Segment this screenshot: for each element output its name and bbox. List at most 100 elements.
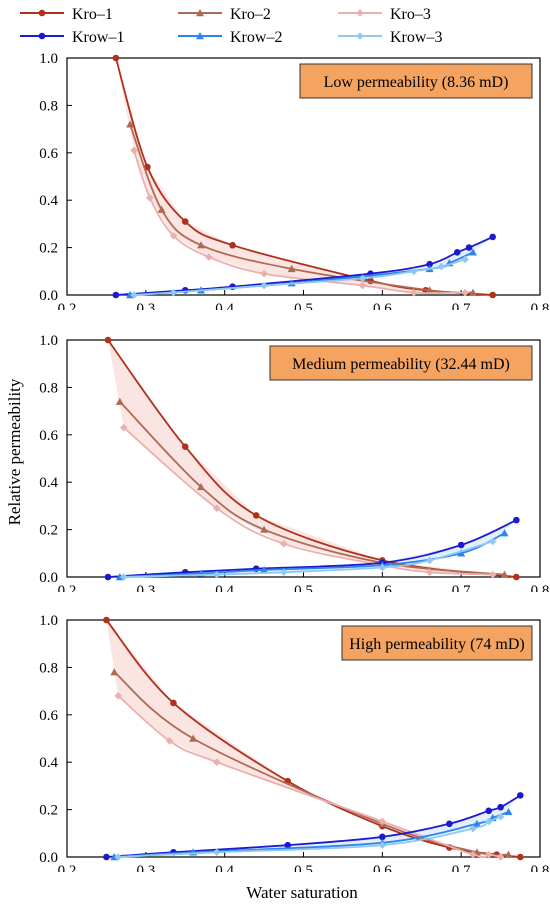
legend-item-kro-2: Kro–2 bbox=[178, 6, 271, 23]
medium-permeability-panel: 0.2 0.3 0.4 0.5 0.6 0.7 0.80.00.20.40.60.81.0M… bbox=[39, 333, 550, 592]
data-point-kro-2 bbox=[189, 734, 198, 742]
data-point-kro-3 bbox=[205, 253, 213, 261]
annotation-text: High permeability (74 mD) bbox=[349, 636, 525, 653]
data-point-kro-1 bbox=[181, 218, 189, 225]
data-point-kro-3 bbox=[260, 269, 268, 278]
data-point-krow-3 bbox=[437, 262, 446, 271]
x-tick-label: 0.7 bbox=[452, 583, 471, 592]
data-point-kro-1 bbox=[170, 699, 177, 707]
data-point-krow-3 bbox=[130, 291, 138, 299]
data-point-krow-2 bbox=[457, 549, 466, 557]
data-point-kro-1 bbox=[181, 443, 189, 450]
x-tick-label: 0.8 bbox=[531, 863, 550, 872]
data-point-krow-1 bbox=[104, 573, 112, 581]
y-axis-title-layer: Relative permeability bbox=[5, 378, 24, 525]
x-tick-label: 0.8 bbox=[531, 583, 550, 592]
series-krow-3 bbox=[130, 255, 469, 299]
data-point-krow-3 bbox=[410, 267, 418, 276]
data-point-kro-2 bbox=[110, 668, 119, 676]
data-point-krow-1 bbox=[465, 244, 473, 251]
data-point-kro-2 bbox=[157, 205, 166, 213]
legend-marker-kro-2 bbox=[196, 9, 204, 17]
y-tick-label: 1.0 bbox=[39, 613, 58, 629]
low-permeability-panel: 0.2 0.3 0.4 0.5 0.6 0.7 0.80.00.20.40.60.81.0L… bbox=[39, 51, 550, 310]
x-tick-label: 0.7 bbox=[452, 301, 471, 310]
x-tick-label: 0.8 bbox=[531, 301, 550, 310]
data-point-krow-1 bbox=[497, 803, 504, 811]
x-tick-label: 0.5 bbox=[294, 863, 313, 872]
legend-label-krow-2: Krow–2 bbox=[230, 29, 282, 46]
data-point-kro-3 bbox=[114, 692, 123, 700]
y-tick-label: 0.6 bbox=[39, 428, 58, 444]
data-point-kro-1 bbox=[144, 163, 151, 171]
data-point-krow-2 bbox=[468, 248, 477, 256]
annotation-text: Medium permeability (32.44 mD) bbox=[292, 356, 510, 373]
annotation-box bbox=[299, 63, 533, 99]
legend-marker-krow-3 bbox=[356, 32, 364, 40]
data-point-kro-2 bbox=[115, 397, 124, 405]
data-point-krow-3 bbox=[425, 556, 434, 565]
kro-shaded-band bbox=[108, 340, 517, 577]
data-point-kro-2 bbox=[126, 120, 135, 128]
data-point-krow-1 bbox=[103, 853, 110, 861]
x-tick-label: 0.7 bbox=[452, 863, 471, 872]
data-point-kro-2 bbox=[500, 570, 509, 578]
legend-item-krow-1: Krow–1 bbox=[20, 29, 124, 46]
kro-shaded-band bbox=[115, 58, 493, 295]
legend-item-krow-3: Krow–3 bbox=[338, 29, 442, 46]
series-line-krow-3 bbox=[123, 540, 493, 578]
x-axis-title: Water saturation bbox=[246, 883, 358, 902]
legend-label-krow-3: Krow–3 bbox=[390, 29, 442, 46]
data-point-krow-3 bbox=[260, 281, 268, 290]
y-tick-label: 0.8 bbox=[39, 98, 58, 114]
x-tick-label: 0.4 bbox=[215, 863, 234, 872]
y-tick-label: 0.0 bbox=[39, 288, 58, 304]
data-point-kro-2 bbox=[504, 850, 513, 858]
legend-marker-kro-3 bbox=[356, 9, 364, 17]
data-point-kro-1 bbox=[229, 241, 236, 249]
data-point-kro-3 bbox=[212, 758, 221, 766]
data-point-kro-2 bbox=[468, 288, 477, 296]
series-krow-3 bbox=[114, 812, 505, 861]
data-point-kro-1 bbox=[513, 573, 520, 581]
data-point-krow-1 bbox=[426, 260, 433, 268]
data-point-krow-1 bbox=[453, 249, 461, 256]
data-point-kro-3 bbox=[461, 288, 469, 297]
data-point-krow-1 bbox=[379, 833, 386, 841]
y-tick-label: 0.8 bbox=[39, 660, 58, 676]
y-tick-label: 0.0 bbox=[39, 850, 58, 866]
data-point-krow-1 bbox=[284, 841, 292, 849]
data-point-kro-2 bbox=[260, 525, 269, 533]
data-point-krow-2 bbox=[504, 807, 513, 816]
x-tick-label: 0.5 bbox=[294, 583, 313, 592]
data-point-krow-3 bbox=[484, 817, 493, 826]
data-point-kro-1 bbox=[516, 853, 524, 861]
data-point-krow-2 bbox=[472, 819, 481, 828]
data-point-krow-3 bbox=[496, 812, 505, 821]
series-krow-1 bbox=[103, 792, 524, 861]
y-tick-label: 0.6 bbox=[39, 708, 58, 724]
legend-marker-krow-2 bbox=[196, 32, 204, 40]
x-tick-label: 0.2 bbox=[58, 863, 77, 872]
data-point-krow-1 bbox=[513, 516, 520, 524]
data-point-krow-3 bbox=[469, 824, 477, 833]
annotation-box bbox=[269, 345, 533, 381]
data-point-kro-3 bbox=[279, 540, 288, 548]
x-tick-label: 0.3 bbox=[136, 863, 155, 872]
x-tick-label: 0.6 bbox=[373, 863, 392, 872]
series-kro-2 bbox=[126, 120, 477, 296]
x-axis-title-layer: Water saturation bbox=[246, 883, 358, 902]
data-point-krow-2 bbox=[260, 565, 269, 574]
data-point-krow-1 bbox=[112, 291, 120, 299]
data-point-krow-3 bbox=[488, 537, 497, 546]
data-point-krow-3 bbox=[378, 841, 387, 849]
data-point-krow-1 bbox=[446, 820, 453, 828]
legend-marker-kro-1 bbox=[38, 9, 46, 17]
series-line-kro-3 bbox=[133, 150, 466, 295]
y-tick-label: 1.0 bbox=[39, 333, 58, 349]
data-point-kro-1 bbox=[252, 512, 260, 519]
y-tick-label: 0.2 bbox=[39, 241, 58, 257]
x-tick-label: 0.4 bbox=[215, 583, 234, 592]
legend-marker-krow-1 bbox=[38, 32, 46, 40]
y-tick-label: 0.8 bbox=[39, 380, 58, 396]
